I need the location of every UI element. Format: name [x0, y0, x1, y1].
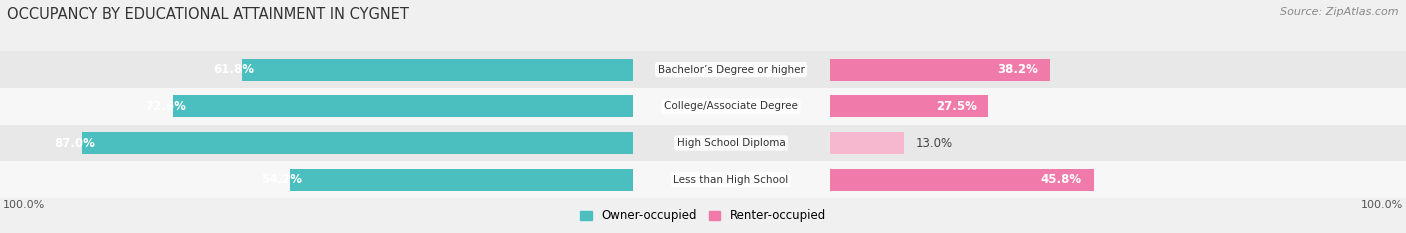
Text: Less than High School: Less than High School [673, 175, 789, 185]
Bar [830, 125, 1406, 161]
Bar [830, 95, 988, 117]
Bar [830, 51, 1406, 88]
Bar [0, 88, 633, 125]
Bar [633, 51, 830, 88]
Legend: Owner-occupied, Renter-occupied: Owner-occupied, Renter-occupied [575, 205, 831, 227]
Bar [242, 58, 633, 81]
Bar [830, 132, 904, 154]
Bar [290, 169, 633, 191]
Text: College/Associate Degree: College/Associate Degree [664, 101, 799, 111]
Bar [633, 88, 830, 125]
Text: 87.0%: 87.0% [53, 137, 94, 150]
Text: 27.5%: 27.5% [935, 100, 977, 113]
Text: Source: ZipAtlas.com: Source: ZipAtlas.com [1281, 7, 1399, 17]
Bar [0, 51, 633, 88]
Bar [633, 161, 830, 198]
Bar [0, 161, 633, 198]
Text: 45.8%: 45.8% [1040, 173, 1083, 186]
Text: 38.2%: 38.2% [997, 63, 1038, 76]
Bar [830, 161, 1406, 198]
Text: 100.0%: 100.0% [1361, 200, 1403, 210]
Text: 61.8%: 61.8% [214, 63, 254, 76]
Bar [173, 95, 633, 117]
Bar [830, 58, 1050, 81]
Bar [830, 88, 1406, 125]
Text: 13.0%: 13.0% [917, 137, 953, 150]
Text: 72.6%: 72.6% [145, 100, 186, 113]
Text: 100.0%: 100.0% [3, 200, 45, 210]
Bar [633, 125, 830, 161]
Text: OCCUPANCY BY EDUCATIONAL ATTAINMENT IN CYGNET: OCCUPANCY BY EDUCATIONAL ATTAINMENT IN C… [7, 7, 409, 22]
Text: Bachelor’s Degree or higher: Bachelor’s Degree or higher [658, 65, 804, 75]
Bar [830, 169, 1094, 191]
Bar [82, 132, 633, 154]
Text: 54.2%: 54.2% [262, 173, 302, 186]
Text: High School Diploma: High School Diploma [676, 138, 786, 148]
Bar [0, 125, 633, 161]
